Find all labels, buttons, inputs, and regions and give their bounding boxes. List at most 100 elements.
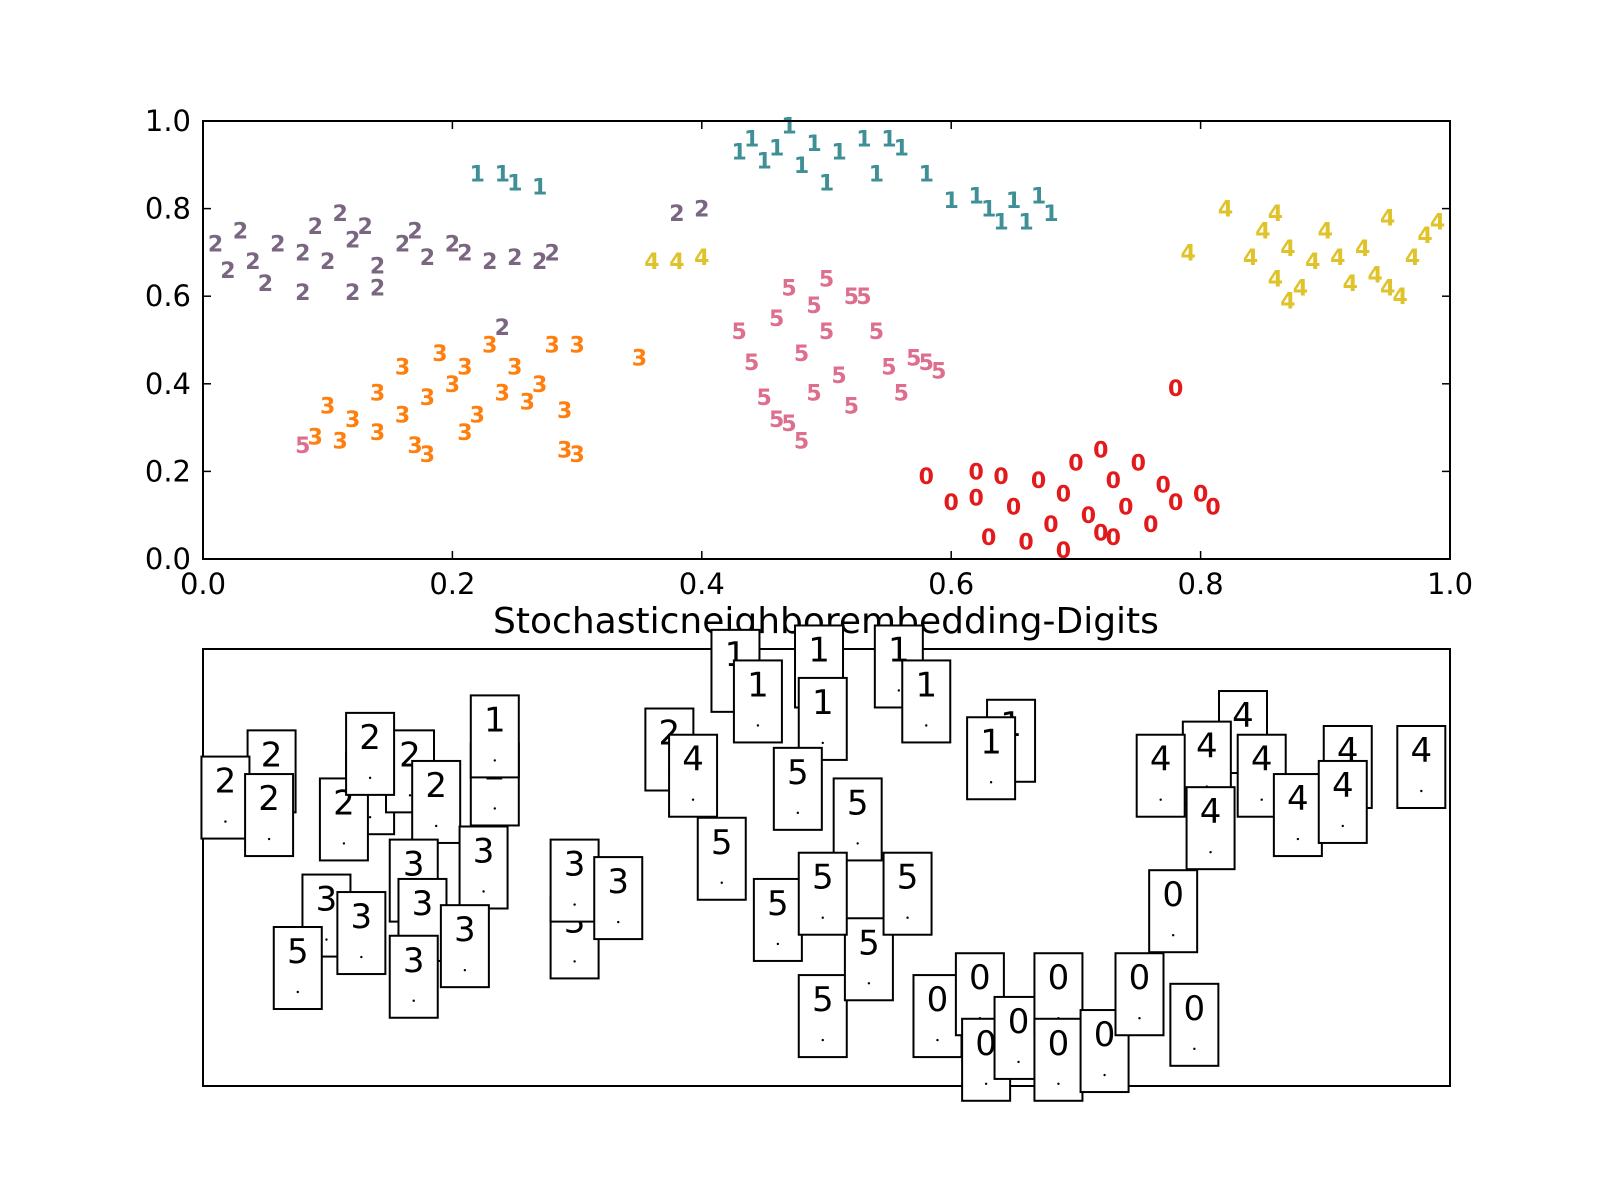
thumbnail-dot bbox=[360, 955, 363, 959]
thumbnail-card: 5 bbox=[752, 877, 803, 962]
scatter-point-label: 3 bbox=[557, 439, 572, 464]
scatter-point-label: 2 bbox=[295, 281, 310, 306]
top-axis-ticks: 0.0 0.2 0.4 0.6 0.8 1.0 0.0 0.2 0.4 0.6 0.8 1.0 bbox=[145, 104, 1473, 601]
thumbnail-digit: 3 bbox=[351, 897, 373, 937]
y-tick-label: 0.4 bbox=[145, 367, 191, 401]
thumbnail-frame bbox=[336, 891, 387, 976]
thumbnail-frame bbox=[901, 659, 952, 744]
scatter-point-label: 0 bbox=[1093, 439, 1108, 464]
scatter-point-label: 2 bbox=[445, 233, 460, 258]
thumbnail-frame bbox=[882, 851, 933, 936]
scatter-point-label: 4 bbox=[1343, 272, 1358, 297]
thumbnail-digit: 2 bbox=[359, 718, 381, 758]
scatter-point-label: 1 bbox=[993, 211, 1008, 236]
thumbnail-card: 2 bbox=[200, 755, 251, 840]
thumbnail-digit: 0 bbox=[1162, 875, 1184, 915]
scatter-point-label: 1 bbox=[794, 154, 809, 179]
thumbnail-digit: 1 bbox=[812, 683, 834, 723]
thumbnail-frame bbox=[1396, 724, 1447, 809]
thumbnail-digit: 2 bbox=[258, 779, 280, 819]
thumbnail-digit: 1 bbox=[980, 722, 1002, 762]
scatter-point-label: 1 bbox=[532, 176, 547, 201]
thumbnail-frame bbox=[797, 851, 848, 936]
scatter-point-label: 0 bbox=[968, 460, 983, 485]
thumbnail-dot bbox=[720, 881, 723, 884]
scatter-point-label: 1 bbox=[781, 114, 796, 139]
scatter-point-label: 3 bbox=[395, 355, 410, 380]
thumbnail-dot bbox=[1159, 798, 1162, 801]
thumbnail-frame bbox=[732, 659, 783, 744]
thumbnail-dot bbox=[897, 689, 901, 692]
thumbnail-dot bbox=[984, 1082, 988, 1085]
scatter-point-label: 4 bbox=[1180, 241, 1195, 266]
thumbnail-frame bbox=[1185, 786, 1236, 871]
scatter-point-label: 4 bbox=[1380, 206, 1395, 231]
scatter-point-label: 0 bbox=[1106, 526, 1121, 551]
scatter-point-label: 3 bbox=[370, 382, 385, 407]
thumbnail-digit: 5 bbox=[812, 980, 834, 1020]
scatter-point-label: 1 bbox=[1043, 202, 1058, 227]
scatter-point-label: 3 bbox=[569, 333, 584, 358]
thumbnail-dot bbox=[493, 759, 496, 762]
scatter-point-label: 2 bbox=[370, 255, 385, 280]
thumbnail-digit: 5 bbox=[711, 823, 733, 863]
scatter-point-label: 1 bbox=[756, 149, 771, 174]
thumbnail-dot bbox=[617, 920, 620, 924]
thumbnail-dot bbox=[1341, 824, 1344, 828]
thumbnail-frame bbox=[1169, 982, 1220, 1067]
thumbnail-frame bbox=[244, 773, 295, 858]
thumbnail-digit: 0 bbox=[1184, 989, 1206, 1029]
thumbnail-digit: 4 bbox=[1332, 766, 1354, 806]
thumbnail-frame bbox=[797, 974, 848, 1059]
scatter-point-label: 4 bbox=[1392, 285, 1407, 310]
thumbnail-dot bbox=[821, 741, 824, 745]
scatter-point-label: 4 bbox=[1430, 211, 1445, 236]
scatter-point-label: 5 bbox=[931, 360, 946, 385]
thumbnail-card: 4 bbox=[1396, 724, 1447, 809]
thumbnail-dot bbox=[936, 1038, 939, 1042]
scatter-point-label: 0 bbox=[1056, 482, 1071, 507]
scatter-point-label: 2 bbox=[407, 220, 422, 245]
thumbnail-digit: 0 bbox=[975, 1024, 997, 1064]
scatter-point-label: 4 bbox=[1268, 202, 1283, 227]
scatter-point-label: 4 bbox=[694, 246, 709, 271]
scatter-point-label: 3 bbox=[320, 395, 335, 420]
thumbnail-card: 5 bbox=[797, 851, 848, 936]
thumbnail-dot bbox=[368, 816, 372, 819]
scatter-point-label: 2 bbox=[669, 202, 684, 227]
scatter-point-label: 5 bbox=[769, 408, 784, 433]
thumbnail-frame bbox=[469, 694, 520, 779]
thumbnail-card: 3 bbox=[336, 891, 387, 976]
scatter-point-label: 1 bbox=[806, 132, 821, 157]
scatter-point-label: 0 bbox=[1106, 469, 1121, 494]
scatter-point-label: 0 bbox=[1006, 495, 1021, 520]
scatter-point-label: 1 bbox=[894, 136, 909, 161]
thumbnail-frame bbox=[1135, 733, 1186, 818]
thumbnail-digit: 5 bbox=[787, 753, 809, 793]
y-tick-label: 1.0 bbox=[145, 104, 191, 138]
scatter-point-label: 4 bbox=[1318, 220, 1333, 245]
scatter-point-label: 2 bbox=[208, 233, 223, 258]
scatter-point-label: 3 bbox=[308, 425, 323, 450]
scatter-point-label: 3 bbox=[333, 430, 348, 455]
thumbnail-dot bbox=[434, 824, 438, 828]
scatter-point-label: 4 bbox=[1417, 224, 1432, 249]
thumbnail-dot bbox=[867, 982, 871, 985]
thumbnail-digit: 5 bbox=[767, 884, 789, 924]
scatter-point-label: 1 bbox=[981, 198, 996, 223]
thumbnail-dot bbox=[776, 942, 780, 946]
thumbnail-dot bbox=[493, 807, 496, 810]
thumbnail-digit: 4 bbox=[1287, 779, 1309, 819]
top-plot-frame bbox=[202, 120, 1451, 560]
y-tick-label: 0.8 bbox=[145, 192, 191, 226]
scatter-point-label: 4 bbox=[1280, 237, 1295, 262]
thumbnail-digit: 3 bbox=[412, 884, 434, 924]
thumbnail-dot bbox=[573, 903, 576, 906]
scatter-point-label: 0 bbox=[1168, 491, 1183, 516]
scatter-point-label: 3 bbox=[470, 403, 485, 428]
scatter-point-label: 0 bbox=[1043, 513, 1058, 538]
scatter-point-label: 5 bbox=[819, 268, 834, 293]
thumbnail-dot bbox=[342, 842, 346, 845]
scatter-point-label: 0 bbox=[944, 491, 959, 516]
thumbnail-frame bbox=[1033, 1017, 1084, 1102]
